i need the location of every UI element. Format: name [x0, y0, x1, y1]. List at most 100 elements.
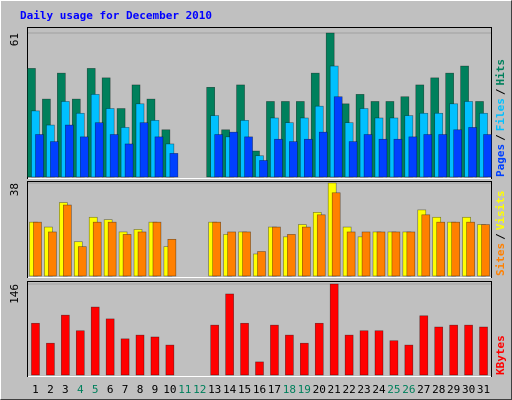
y-tick-label: 61	[8, 33, 21, 46]
bar	[122, 234, 132, 277]
x-tick-label: 23	[357, 383, 370, 396]
x-tick-label: 20	[313, 383, 326, 396]
bar	[274, 138, 283, 178]
legend-entry: KBytes	[494, 335, 507, 375]
bar	[229, 131, 238, 178]
bar	[359, 330, 369, 376]
bar	[79, 136, 89, 178]
bar	[438, 134, 448, 178]
legend-separator: /	[494, 233, 507, 240]
bar	[240, 322, 249, 376]
bar	[406, 231, 416, 277]
bar	[302, 226, 311, 277]
bar	[348, 141, 358, 178]
x-tick-label: 6	[107, 383, 114, 396]
bar	[391, 231, 401, 277]
bar	[289, 141, 298, 178]
x-tick-label: 18	[283, 383, 296, 396]
bar	[314, 322, 324, 376]
legend-entry: Pages	[494, 144, 507, 177]
bar	[423, 134, 433, 178]
bar	[259, 160, 268, 178]
bar	[255, 361, 264, 376]
bar	[227, 231, 236, 277]
x-tick-label: 21	[328, 383, 341, 396]
x-tick-label: 9	[152, 383, 159, 396]
bar	[210, 324, 219, 376]
bar	[48, 231, 57, 277]
x-tick-label: 31	[477, 383, 490, 396]
bar	[374, 330, 384, 376]
bar	[165, 344, 175, 376]
x-tick-label: 5	[92, 383, 99, 396]
bar	[214, 134, 223, 178]
bar	[35, 134, 44, 178]
legend-entry: Visits	[494, 191, 507, 231]
bar	[285, 334, 294, 376]
x-tick-label: 13	[208, 383, 221, 396]
bar	[419, 315, 429, 376]
bar	[287, 234, 296, 277]
bar	[481, 224, 490, 277]
bar	[65, 124, 74, 178]
x-tick-label: 17	[268, 383, 281, 396]
bar	[244, 136, 253, 178]
bar	[466, 221, 475, 277]
bar	[120, 338, 130, 376]
x-tick-label: 8	[137, 383, 144, 396]
y-tick-label: 146	[8, 284, 21, 304]
x-tick-label: 12	[193, 383, 206, 396]
bar	[124, 143, 134, 178]
bar	[242, 231, 251, 277]
x-tick-label: 15	[238, 383, 251, 396]
bar	[479, 326, 488, 376]
x-tick-label: 2	[47, 383, 54, 396]
x-tick-label: 30	[462, 383, 475, 396]
x-tick-label: 1	[32, 383, 39, 396]
bar	[333, 96, 343, 178]
bar	[225, 293, 234, 376]
bar	[107, 221, 117, 277]
bar	[105, 318, 115, 376]
bar	[272, 226, 281, 277]
chart-title: Daily usage for December 2010	[20, 9, 212, 22]
x-tick-label: 27	[417, 383, 430, 396]
y-tick-label: 38	[8, 183, 21, 196]
bar	[150, 336, 160, 376]
bar	[75, 330, 85, 376]
legend: KBytes	[494, 335, 507, 375]
bar	[361, 231, 371, 277]
bar	[346, 231, 356, 277]
bar	[436, 221, 446, 277]
legend: Pages / Files / Hits	[494, 59, 507, 177]
bar	[344, 334, 354, 376]
x-tick-label: 24	[372, 383, 386, 396]
bar	[167, 238, 177, 277]
x-tick-label: 26	[402, 383, 415, 396]
bar	[61, 314, 70, 376]
bar	[137, 231, 147, 277]
bar	[376, 231, 386, 277]
bar	[389, 340, 399, 376]
bar	[31, 322, 40, 376]
bar	[33, 221, 42, 277]
x-tick-label: 25	[387, 383, 400, 396]
bar	[92, 221, 102, 277]
bar	[94, 122, 104, 178]
bar	[404, 344, 414, 376]
bar	[300, 342, 309, 376]
bar	[483, 134, 492, 178]
bar	[393, 138, 403, 178]
bar	[316, 214, 326, 277]
legend-entry: Files	[494, 98, 507, 131]
bar	[378, 138, 388, 178]
x-tick-label: 14	[223, 383, 237, 396]
bar	[46, 342, 55, 376]
bar	[363, 134, 373, 178]
bar	[109, 134, 119, 178]
bar	[449, 324, 458, 376]
x-tick-label: 22	[342, 383, 355, 396]
x-tick-label: 4	[77, 383, 84, 396]
